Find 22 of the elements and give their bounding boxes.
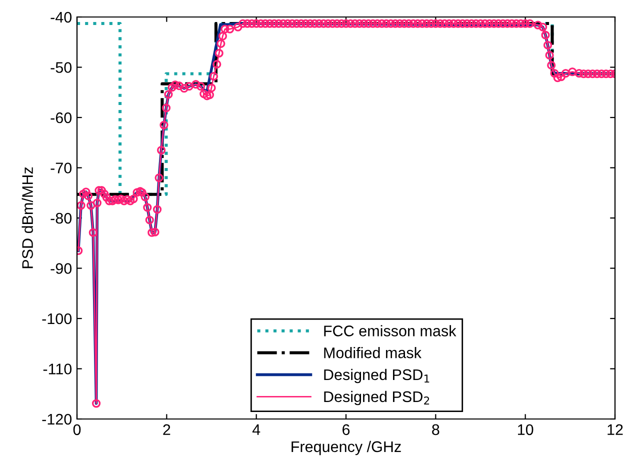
x-tick-label: 10: [518, 424, 534, 436]
y-tick-label: -110: [43, 364, 72, 374]
x-tick-label: 4: [252, 424, 260, 435]
y-tick-label: -60: [50, 112, 72, 124]
legend-label: Modified mask: [324, 347, 422, 358]
x-tick-label: 0: [73, 424, 81, 436]
x-tick-label: 12: [608, 424, 623, 435]
x-tick-label: 6: [342, 424, 350, 436]
legend-label: Designed PSD$_{2}$: [324, 390, 430, 406]
y-tick-label: -100: [42, 313, 72, 324]
x-tick-label: 8: [432, 424, 440, 436]
y-tick-label: -90: [50, 263, 72, 274]
y-axis-title: PSD dBm/MHz: [22, 167, 33, 268]
y-tick-label: -40: [50, 12, 72, 23]
legend-label: Designed PSD$_{1}$: [324, 368, 430, 384]
y-tick-label: -50: [50, 62, 72, 73]
x-axis-title: Frequency /GHz: [292, 440, 401, 456]
x-tick-label: 2: [163, 424, 170, 435]
y-tick-label: -80: [50, 212, 72, 224]
y-tick-label: -70: [50, 162, 72, 174]
legend-label: FCC emisson mask: [324, 325, 456, 336]
y-tick-label: -120: [42, 414, 72, 425]
